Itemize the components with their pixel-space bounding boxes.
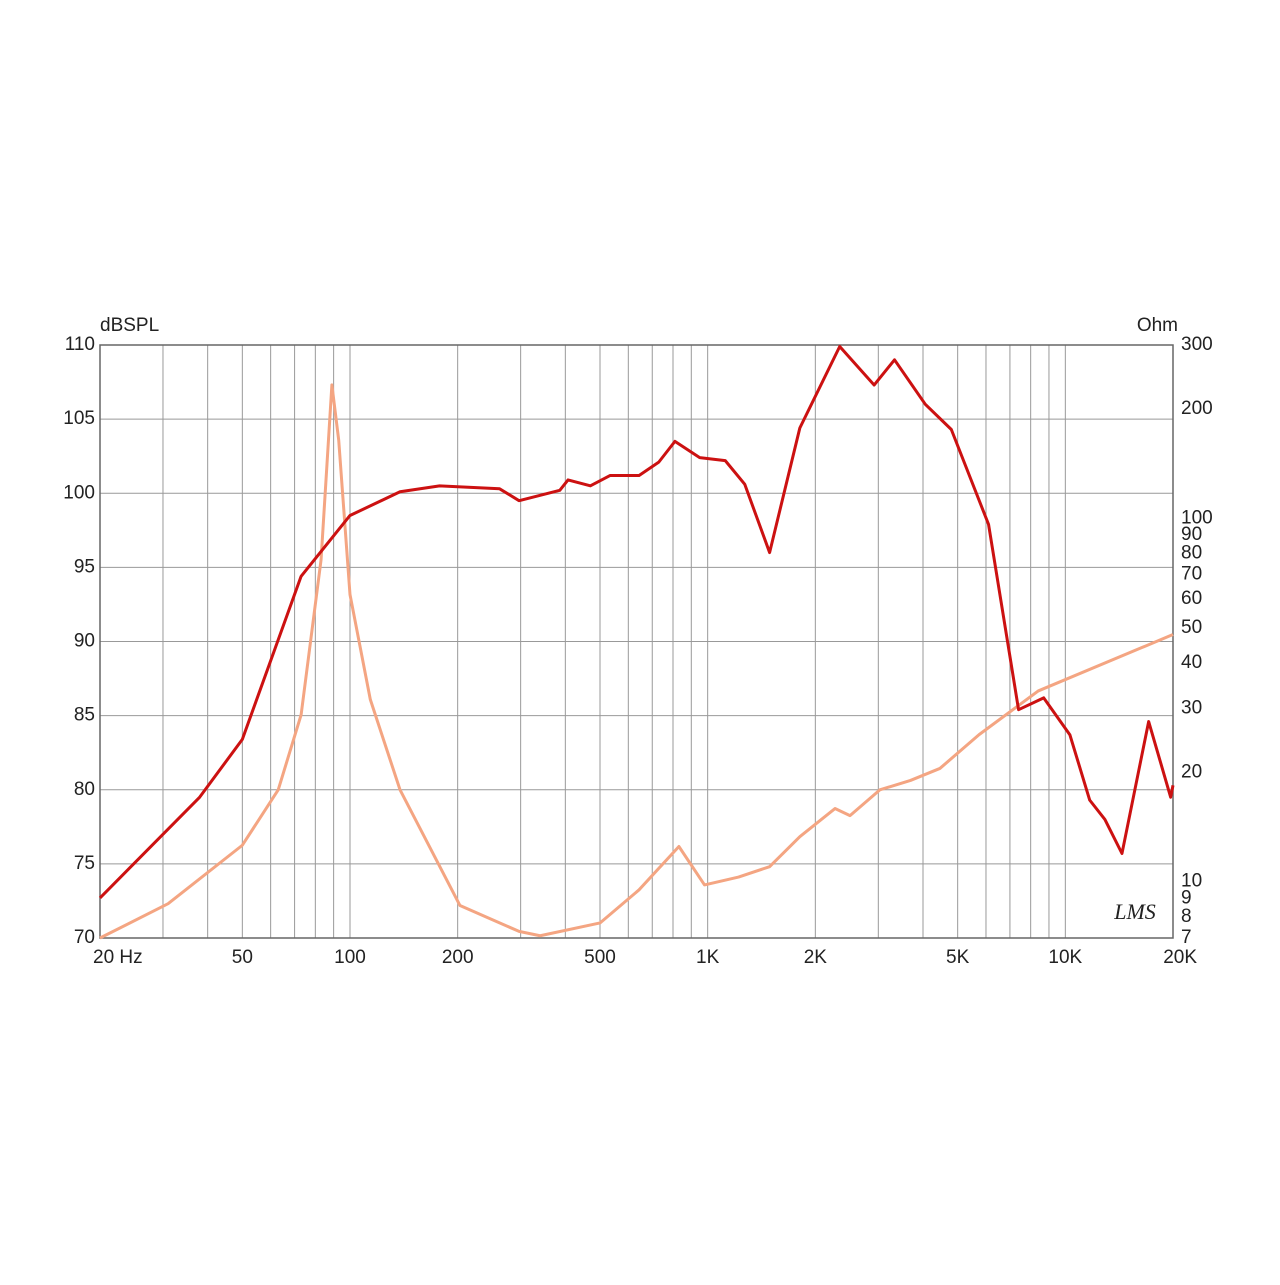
y2-tick-label: 9	[1181, 887, 1192, 908]
x-tick-label: 20K	[1163, 947, 1197, 968]
x-tick-label: 2K	[804, 947, 828, 968]
x-tick-label: 100	[334, 947, 366, 968]
y-tick-label: 80	[74, 779, 95, 800]
y-tick-label: 75	[74, 853, 95, 874]
y2-tick-label: 80	[1181, 543, 1202, 564]
y-axis-label: dBSPL	[100, 315, 159, 336]
y-tick-label: 100	[63, 482, 95, 503]
y-tick-label: 70	[74, 927, 95, 948]
x-tick-label: 20 Hz	[93, 947, 143, 968]
series-line	[99, 383, 1174, 940]
y2-axis-label: Ohm	[1137, 315, 1178, 336]
y-tick-label: 95	[74, 556, 95, 577]
x-tick-label: 50	[232, 947, 253, 968]
y2-tick-label: 300	[1181, 334, 1213, 355]
y2-tick-label: 8	[1181, 906, 1192, 927]
y2-tick-label: 20	[1181, 761, 1202, 782]
x-tick-label: 500	[584, 947, 616, 968]
plot-frame	[99, 344, 1174, 939]
y2-tick-label: 50	[1181, 617, 1202, 638]
y-tick-label: 110	[65, 334, 95, 355]
y2-tick-label: 10	[1181, 871, 1202, 892]
y2-tick-label: 7	[1181, 927, 1192, 948]
x-tick-label: 1K	[696, 947, 720, 968]
x-tick-label: 5K	[946, 947, 970, 968]
y2-tick-label: 70	[1181, 564, 1202, 585]
y-tick-label: 90	[74, 631, 95, 652]
y2-tick-label: 30	[1181, 697, 1202, 718]
y2-tick-label: 100	[1181, 507, 1213, 528]
y2-tick-label: 40	[1181, 652, 1202, 673]
y2-tick-label: 60	[1181, 588, 1202, 609]
watermark: LMS	[1113, 899, 1156, 924]
y-tick-label: 85	[74, 705, 95, 726]
y2-tick-label: 90	[1181, 524, 1202, 545]
series-line	[98, 344, 1175, 900]
x-tick-label: 10K	[1048, 947, 1082, 968]
y2-tick-label: 200	[1181, 398, 1213, 419]
x-tick-label: 200	[442, 947, 474, 968]
y-tick-label: 105	[63, 408, 95, 429]
